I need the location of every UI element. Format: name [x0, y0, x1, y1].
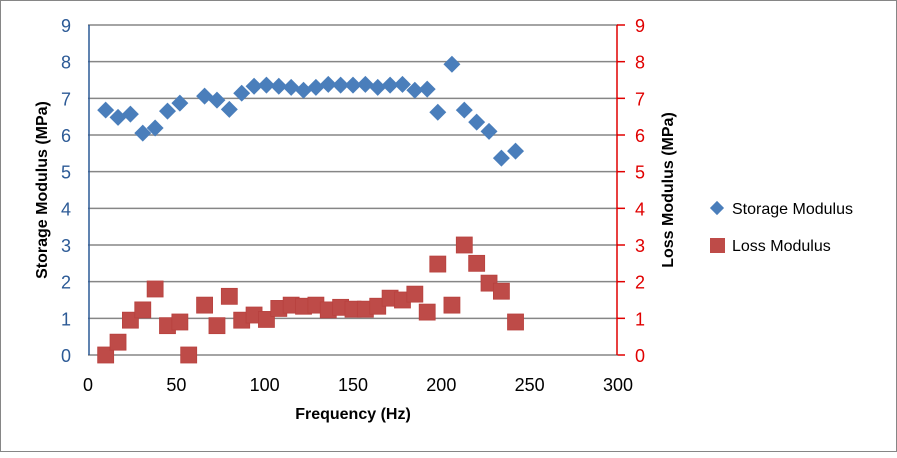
- gridlines: [88, 24, 618, 320]
- storage-modulus-point: [455, 101, 473, 119]
- loss-modulus-point: [146, 280, 164, 298]
- y-tick-label: 9: [61, 16, 71, 36]
- y-tick-label: 1: [61, 309, 71, 329]
- storage-modulus-point: [319, 75, 337, 93]
- legend: Storage Modulus Loss Modulus: [709, 200, 853, 255]
- x-tick-label: 200: [426, 375, 456, 395]
- storage-modulus-point: [97, 101, 115, 119]
- y-tick-label: 4: [61, 199, 71, 219]
- loss-modulus-point: [109, 333, 127, 351]
- loss-modulus-point: [429, 255, 447, 273]
- y-tick-label: 6: [61, 126, 71, 146]
- x-tick-label: 300: [603, 375, 633, 395]
- storage-modulus-point: [393, 75, 411, 93]
- y2-tick-label: 5: [635, 163, 645, 183]
- y2-tick-label: 1: [635, 309, 645, 329]
- y-tick-label: 3: [61, 236, 71, 256]
- storage-modulus-point: [344, 76, 362, 94]
- storage-modulus-point: [159, 102, 176, 120]
- y-tick-label: 7: [61, 89, 71, 109]
- storage-modulus-point: [121, 105, 139, 123]
- y2-tick-label: 7: [635, 89, 645, 109]
- y2-axis-title: Loss Modulus (MPa): [660, 112, 677, 268]
- storage-modulus-point: [332, 76, 350, 94]
- legend-diamond-icon: [709, 200, 725, 216]
- loss-modulus-point: [171, 313, 189, 331]
- loss-modulus-point: [406, 285, 424, 303]
- storage-modulus-point: [233, 84, 251, 102]
- y2-tick-label: 8: [635, 53, 645, 73]
- storage-modulus-point: [220, 100, 238, 118]
- loss-modulus-point: [97, 346, 115, 364]
- storage-modulus-point: [369, 78, 387, 96]
- loss-modulus-point: [134, 301, 152, 319]
- loss-modulus-point: [196, 296, 214, 314]
- y-tick-label: 2: [61, 273, 71, 293]
- storage-modulus-point: [270, 77, 288, 95]
- storage-modulus-point: [406, 81, 424, 99]
- axes: [88, 24, 625, 356]
- loss-modulus-point: [468, 254, 486, 272]
- loss-modulus-point: [180, 346, 198, 364]
- storage-modulus-point: [245, 77, 263, 95]
- storage-modulus-point: [134, 124, 152, 142]
- storage-modulus-point: [146, 119, 164, 137]
- storage-modulus-point: [429, 103, 447, 121]
- legend-item-storage: Storage Modulus: [709, 200, 853, 218]
- storage-modulus-point: [381, 76, 399, 94]
- storage-modulus-point: [443, 55, 461, 73]
- x-tick-label: 150: [338, 375, 368, 395]
- y2-tick-label: 3: [635, 236, 645, 256]
- loss-modulus-point: [443, 296, 461, 314]
- x-axis-title: Frequency (Hz): [295, 406, 411, 423]
- legend-item-loss: Loss Modulus: [710, 238, 831, 255]
- loss-modulus-point: [418, 303, 436, 321]
- tick-labels: 0 1 2 3 4 5 6 7 8 9 0 1 2 3 4 5 6 7 8 9 0 50 100 150 200 250 300: [61, 16, 645, 395]
- storage-modulus-point: [295, 81, 313, 99]
- loss-modulus-point: [507, 313, 524, 331]
- x-tick-label: 250: [515, 375, 545, 395]
- legend-square-icon: [710, 238, 725, 253]
- storage-modulus-point: [507, 142, 525, 160]
- y2-tick-label: 4: [635, 199, 645, 219]
- storage-modulus-point: [208, 91, 226, 109]
- storage-modulus-point: [171, 94, 189, 112]
- storage-modulus-point: [492, 149, 510, 167]
- x-tick-label: 100: [250, 375, 280, 395]
- loss-modulus-point: [220, 287, 238, 305]
- data-marks: [97, 55, 525, 364]
- storage-modulus-point: [468, 113, 486, 131]
- storage-modulus-point: [480, 122, 498, 140]
- storage-modulus-point: [109, 108, 127, 126]
- y2-tick-label: 6: [635, 126, 645, 146]
- y-axis-title: Storage Modulus (MPa): [34, 101, 51, 279]
- storage-modulus-point: [307, 78, 325, 96]
- loss-modulus-point: [208, 317, 226, 335]
- y-tick-label: 8: [61, 53, 71, 73]
- storage-modulus-point: [282, 78, 300, 96]
- y2-tick-label: 2: [635, 273, 645, 293]
- storage-modulus-point: [356, 75, 374, 93]
- legend-label: Storage Modulus: [732, 201, 853, 218]
- y2-tick-label: 9: [635, 16, 645, 36]
- x-tick-label: 50: [166, 375, 186, 395]
- y-tick-label: 5: [61, 163, 71, 183]
- loss-modulus-point: [492, 282, 510, 300]
- x-tick-label: 0: [83, 375, 93, 395]
- legend-label: Loss Modulus: [732, 238, 831, 255]
- y-tick-label: 0: [61, 346, 71, 366]
- y2-tick-label: 0: [635, 346, 645, 366]
- storage-modulus-point: [257, 76, 275, 94]
- storage-modulus-point: [418, 80, 436, 98]
- loss-modulus-point: [455, 236, 473, 254]
